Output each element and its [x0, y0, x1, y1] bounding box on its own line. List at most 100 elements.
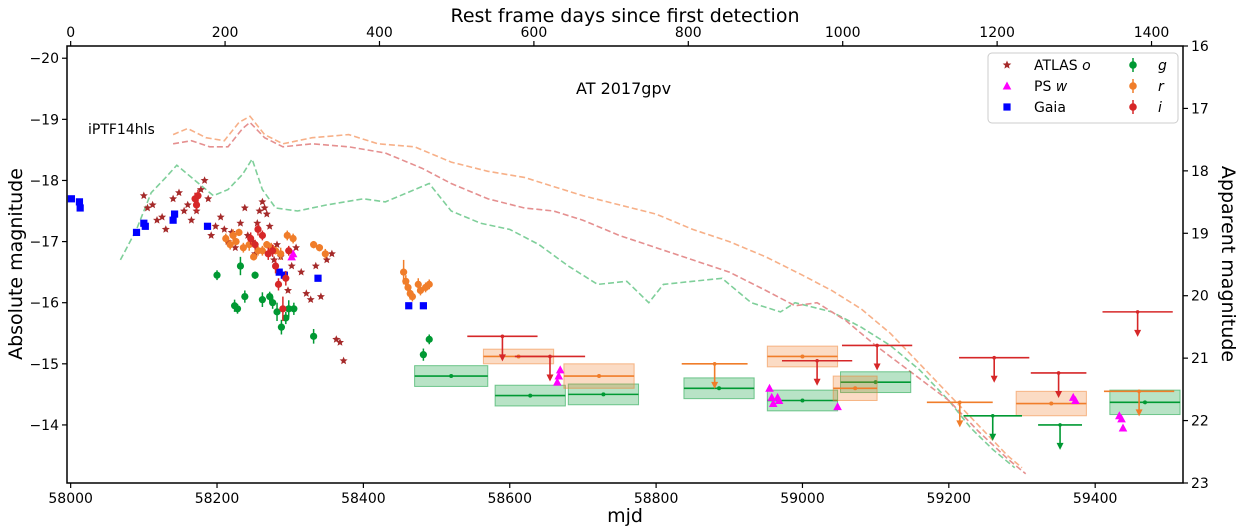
- y-axis-label: Absolute magnitude: [5, 168, 27, 360]
- x-top-tick-label-5: 1000: [825, 25, 861, 41]
- binned-point-3: [717, 386, 722, 391]
- point-0-7: [175, 188, 183, 197]
- point-0-50: [339, 356, 348, 365]
- point-0-48: [332, 335, 341, 343]
- x-tick-label-2: 58400: [341, 491, 386, 507]
- point-1-12: [1071, 395, 1080, 404]
- point-0-47: [327, 249, 336, 258]
- legend-label-band-0: o: [1082, 58, 1091, 74]
- binned-point-10: [853, 386, 858, 391]
- y-right-tick-label-1: 17: [1191, 101, 1209, 117]
- point-5-6: [258, 231, 266, 240]
- point-4-1: [226, 241, 234, 249]
- y-tick-label-4: −16: [29, 296, 59, 312]
- point-0-30: [260, 203, 269, 212]
- point-0-35: [273, 240, 281, 248]
- point-5-13: [285, 247, 293, 255]
- point-0-45: [316, 292, 325, 300]
- legend-label-1: PS w: [1034, 79, 1068, 95]
- x-tick-label-0: 58000: [48, 491, 93, 507]
- binned-point-1: [528, 393, 533, 398]
- point-0-0: [139, 191, 148, 200]
- x-top-tick-label-6: 1200: [979, 25, 1015, 41]
- point-1-6: [767, 392, 777, 401]
- y-right-tick-label-7: 23: [1191, 476, 1209, 492]
- limit-arrow-11: [1056, 442, 1064, 450]
- point-0-43: [306, 295, 315, 303]
- limit-point-3: [500, 334, 505, 339]
- legend: ATLAS o PS w Gaia gri: [987, 52, 1179, 124]
- x-tick-label-6: 59200: [927, 491, 972, 507]
- legend-label-text-1: PS: [1034, 79, 1051, 95]
- limit-arrow-9: [1134, 329, 1142, 337]
- legend-label-4: r: [1158, 79, 1165, 95]
- point-3-14: [310, 332, 318, 340]
- point-4-16: [310, 241, 318, 249]
- point-0-1: [143, 203, 152, 212]
- binned-point-0: [449, 374, 454, 379]
- point-2-12: [405, 302, 413, 310]
- point-3-16: [425, 335, 433, 343]
- point-1-2: [553, 377, 562, 386]
- point-3-15: [419, 351, 427, 359]
- limit-point-6: [875, 343, 879, 348]
- x-tick-label-3: 58600: [487, 491, 532, 507]
- legend-label-text-0: ATLAS: [1034, 58, 1078, 74]
- y-tick-label-3: −17: [29, 235, 59, 251]
- point-5-2: [194, 192, 202, 200]
- limit-arrow-6: [873, 363, 881, 371]
- legend-marker-5: [1129, 103, 1137, 111]
- point-3-4: [241, 292, 249, 301]
- x-tick-label-5: 59000: [780, 491, 825, 507]
- point-1-1: [288, 249, 298, 258]
- reference-curve-0: [119, 157, 1016, 469]
- point-5-4: [251, 241, 259, 249]
- point-2-11: [314, 274, 322, 282]
- point-2-0: [67, 195, 75, 203]
- y-right-tick-label-2: 18: [1191, 164, 1209, 180]
- limit-point-9: [1135, 310, 1140, 314]
- plot-frame: [66, 45, 1184, 484]
- point-0-15: [207, 231, 216, 239]
- point-2-13: [419, 302, 427, 310]
- legend-marker-2: [1003, 103, 1011, 111]
- point-0-8: [180, 206, 189, 215]
- binned-point-11: [1049, 401, 1054, 406]
- x-tick-label-4: 58800: [634, 491, 679, 507]
- point-0-14: [204, 194, 213, 203]
- limit-arrow-8: [1055, 390, 1063, 398]
- limit-point-2: [1137, 389, 1141, 394]
- binned-point-9: [800, 354, 805, 359]
- point-4-0: [222, 234, 230, 243]
- binned-point-2: [601, 392, 606, 397]
- limit-arrow-7: [990, 375, 998, 383]
- y-tick-label-2: −18: [29, 173, 59, 189]
- point-4-18: [321, 250, 329, 258]
- point-3-0: [213, 271, 221, 279]
- y-tick-label-1: −19: [29, 112, 59, 128]
- limit-point-10: [990, 413, 995, 418]
- y-right-tick-label-0: 16: [1191, 39, 1209, 55]
- point-0-12: [196, 185, 205, 193]
- point-3-6: [258, 296, 266, 304]
- binned-point-6: [1142, 400, 1147, 405]
- legend-label-band-4: r: [1158, 79, 1165, 95]
- limit-point-4: [548, 354, 552, 359]
- point-5-11: [279, 305, 287, 313]
- point-0-5: [161, 225, 170, 233]
- point-0-4: [158, 212, 167, 221]
- legend-label-band-5: i: [1158, 100, 1162, 116]
- x-top-tick-label-4: 800: [675, 25, 702, 41]
- limit-point-1: [958, 400, 962, 405]
- point-4-27: [425, 280, 433, 288]
- y-right-tick-label-5: 21: [1191, 351, 1209, 367]
- point-0-2: [148, 200, 157, 209]
- point-3-2: [233, 305, 242, 313]
- reference-curve-2: [172, 121, 1027, 475]
- limit-point-0: [712, 362, 717, 366]
- x-top-axis-label: Rest frame days since first detection: [451, 5, 800, 27]
- point-0-29: [258, 197, 267, 206]
- point-2-1: [75, 198, 84, 206]
- limit-arrow-2: [1135, 409, 1143, 417]
